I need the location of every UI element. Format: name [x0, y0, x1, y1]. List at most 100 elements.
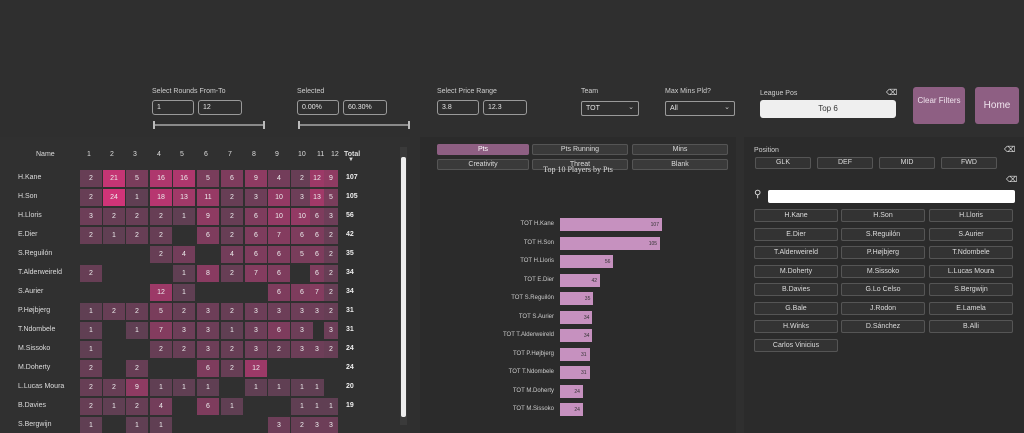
- rounds-slider-handle-end[interactable]: [263, 121, 265, 129]
- round-column-header[interactable]: 6: [204, 151, 208, 158]
- table-row[interactable]: T.Alderweireld 2 1 8 2 7 6 6 2 34: [14, 264, 380, 282]
- position-button[interactable]: GLK: [755, 157, 811, 169]
- player-button[interactable]: G.Lo Celso: [841, 283, 925, 296]
- player-button[interactable]: S.Reguilón: [841, 227, 925, 241]
- player-button[interactable]: D.Sánchez: [841, 320, 925, 333]
- rounds-slider-handle-start[interactable]: [153, 121, 155, 129]
- selected-slider-handle-start[interactable]: [298, 121, 300, 129]
- table-row[interactable]: P.Højbjerg 1 2 2 5 2 3 2 3 3 3 3 2 31: [14, 302, 380, 320]
- selected-to-input[interactable]: 60.30%: [343, 100, 387, 115]
- bar[interactable]: [560, 310, 593, 324]
- round-column-header[interactable]: 2: [110, 151, 114, 158]
- row-total: 24: [346, 345, 354, 352]
- table-row[interactable]: S.Reguilón 2 4 4 6 6 5 6 2 35: [14, 245, 380, 263]
- table-row[interactable]: T.Ndombele 1 1 7 3 3 1 3 6 3 3 31: [14, 321, 380, 339]
- round-column-header[interactable]: 4: [157, 151, 161, 158]
- player-button[interactable]: G.Bale: [754, 301, 838, 315]
- bar[interactable]: [560, 403, 583, 416]
- player-button[interactable]: P.Højbjerg: [841, 246, 925, 259]
- position-button[interactable]: MID: [879, 157, 935, 169]
- rounds-slider[interactable]: [153, 121, 265, 129]
- clear-filters-button[interactable]: Clear Filters: [913, 87, 965, 124]
- league-select[interactable]: Top 6: [760, 100, 896, 118]
- selected-slider-handle-end[interactable]: [408, 121, 410, 129]
- player-button[interactable]: B.Alli: [929, 320, 1013, 333]
- table-row[interactable]: S.Aurier 12 1 6 6 7 2 34: [14, 283, 380, 301]
- player-button[interactable]: S.Bergwijn: [929, 283, 1013, 296]
- metric-button[interactable]: Mins: [632, 144, 728, 155]
- bar[interactable]: [560, 255, 614, 268]
- table-row[interactable]: H.Son 2 24 1 18 13 11 2 3 10 3 13 5 105: [14, 188, 380, 206]
- table-row[interactable]: M.Doherty 2 2 6 2 12 24: [14, 359, 380, 377]
- bar[interactable]: [560, 329, 593, 342]
- player-button[interactable]: H.Winks: [754, 320, 838, 333]
- position-button[interactable]: FWD: [941, 157, 997, 169]
- round-column-header[interactable]: 9: [275, 151, 279, 158]
- round-column-header[interactable]: 8: [252, 151, 256, 158]
- table-row[interactable]: H.Lloris 3 2 2 2 1 9 2 6 10 10 6 3 56: [14, 207, 380, 225]
- player-button[interactable]: M.Doherty: [754, 264, 838, 278]
- price-to-input[interactable]: 12.3: [483, 100, 527, 115]
- player-button[interactable]: M.Sissoko: [841, 264, 925, 278]
- heatmap-cell: [197, 417, 219, 433]
- table-row[interactable]: L.Lucas Moura 2 2 9 1 1 1 1 1 1 1 20: [14, 378, 380, 396]
- selected-slider[interactable]: [298, 121, 410, 129]
- price-from-input[interactable]: 3.8: [437, 100, 479, 115]
- metric-button[interactable]: Threat: [532, 159, 628, 170]
- round-column-header[interactable]: 12: [331, 151, 339, 158]
- bar[interactable]: [560, 273, 601, 287]
- home-button[interactable]: Home: [975, 87, 1019, 124]
- metric-button[interactable]: Pts Running: [532, 144, 628, 155]
- metric-button[interactable]: Blank: [632, 159, 728, 170]
- rounds-from-input[interactable]: 1: [152, 100, 194, 115]
- bar[interactable]: [560, 292, 594, 305]
- heatmap-cell: [268, 398, 290, 415]
- heatmap-cell: 9: [126, 379, 148, 396]
- name-column-header[interactable]: Name: [36, 151, 55, 158]
- metric-button[interactable]: Pts: [437, 144, 529, 155]
- player-button[interactable]: B.Davies: [754, 283, 838, 296]
- eraser-icon[interactable]: ⌫: [886, 88, 898, 97]
- bar[interactable]: [560, 218, 662, 231]
- player-button[interactable]: T.Alderweireld: [754, 246, 838, 259]
- player-button[interactable]: J.Rodon: [841, 301, 925, 315]
- player-button[interactable]: T.Ndombele: [929, 246, 1013, 259]
- round-column-header[interactable]: 10: [298, 151, 306, 158]
- player-search-input[interactable]: [768, 190, 1015, 203]
- player-button[interactable]: E.Lamela: [929, 301, 1013, 315]
- heatmap-cell: 2: [126, 360, 148, 377]
- player-button[interactable]: L.Lucas Moura: [929, 264, 1013, 278]
- scrollbar-thumb[interactable]: [401, 157, 406, 417]
- round-column-header[interactable]: 1: [87, 151, 91, 158]
- player-button[interactable]: H.Lloris: [929, 209, 1013, 222]
- bar[interactable]: [560, 366, 590, 379]
- player-name: T.Alderweireld: [18, 269, 62, 276]
- round-column-header[interactable]: 11: [317, 151, 325, 158]
- bar[interactable]: [560, 347, 590, 361]
- vertical-scrollbar[interactable]: [400, 147, 407, 425]
- round-column-header[interactable]: 3: [133, 151, 137, 158]
- mins-dropdown[interactable]: All ⌄: [665, 101, 735, 116]
- bar[interactable]: [560, 236, 661, 250]
- player-button[interactable]: S.Aurier: [929, 227, 1013, 241]
- position-button[interactable]: DEF: [817, 157, 873, 169]
- round-column-header[interactable]: 5: [180, 151, 184, 158]
- table-row[interactable]: H.Kane 2 21 5 16 16 5 6 9 4 2 12 9 107: [14, 169, 380, 187]
- table-row[interactable]: E.Dier 2 1 2 2 6 2 6 7 6 6 2 42: [14, 226, 380, 244]
- table-row[interactable]: B.Davies 2 1 2 4 6 1 1 1 1 19: [14, 397, 380, 415]
- table-row[interactable]: S.Bergwijn 1 1 1 3 2 3 3: [14, 416, 380, 433]
- team-dropdown[interactable]: TOT ⌄: [581, 101, 639, 116]
- eraser-icon[interactable]: ⌫: [1006, 175, 1018, 184]
- player-button[interactable]: E.Dier: [754, 227, 838, 241]
- metric-button[interactable]: Creativity: [437, 159, 529, 170]
- player-button[interactable]: H.Kane: [754, 209, 838, 222]
- eraser-icon[interactable]: ⌫: [1004, 145, 1016, 154]
- rounds-to-input[interactable]: 12: [198, 100, 242, 115]
- round-column-header[interactable]: 7: [228, 151, 232, 158]
- total-column-header[interactable]: Total: [344, 151, 361, 158]
- player-button[interactable]: H.Son: [841, 209, 925, 222]
- table-row[interactable]: M.Sissoko 1 2 2 3 2 3 2 3 3 2 24: [14, 340, 380, 358]
- bar[interactable]: [560, 384, 583, 398]
- selected-from-input[interactable]: 0.00%: [297, 100, 339, 115]
- player-button[interactable]: Carlos Vinicius: [754, 338, 838, 352]
